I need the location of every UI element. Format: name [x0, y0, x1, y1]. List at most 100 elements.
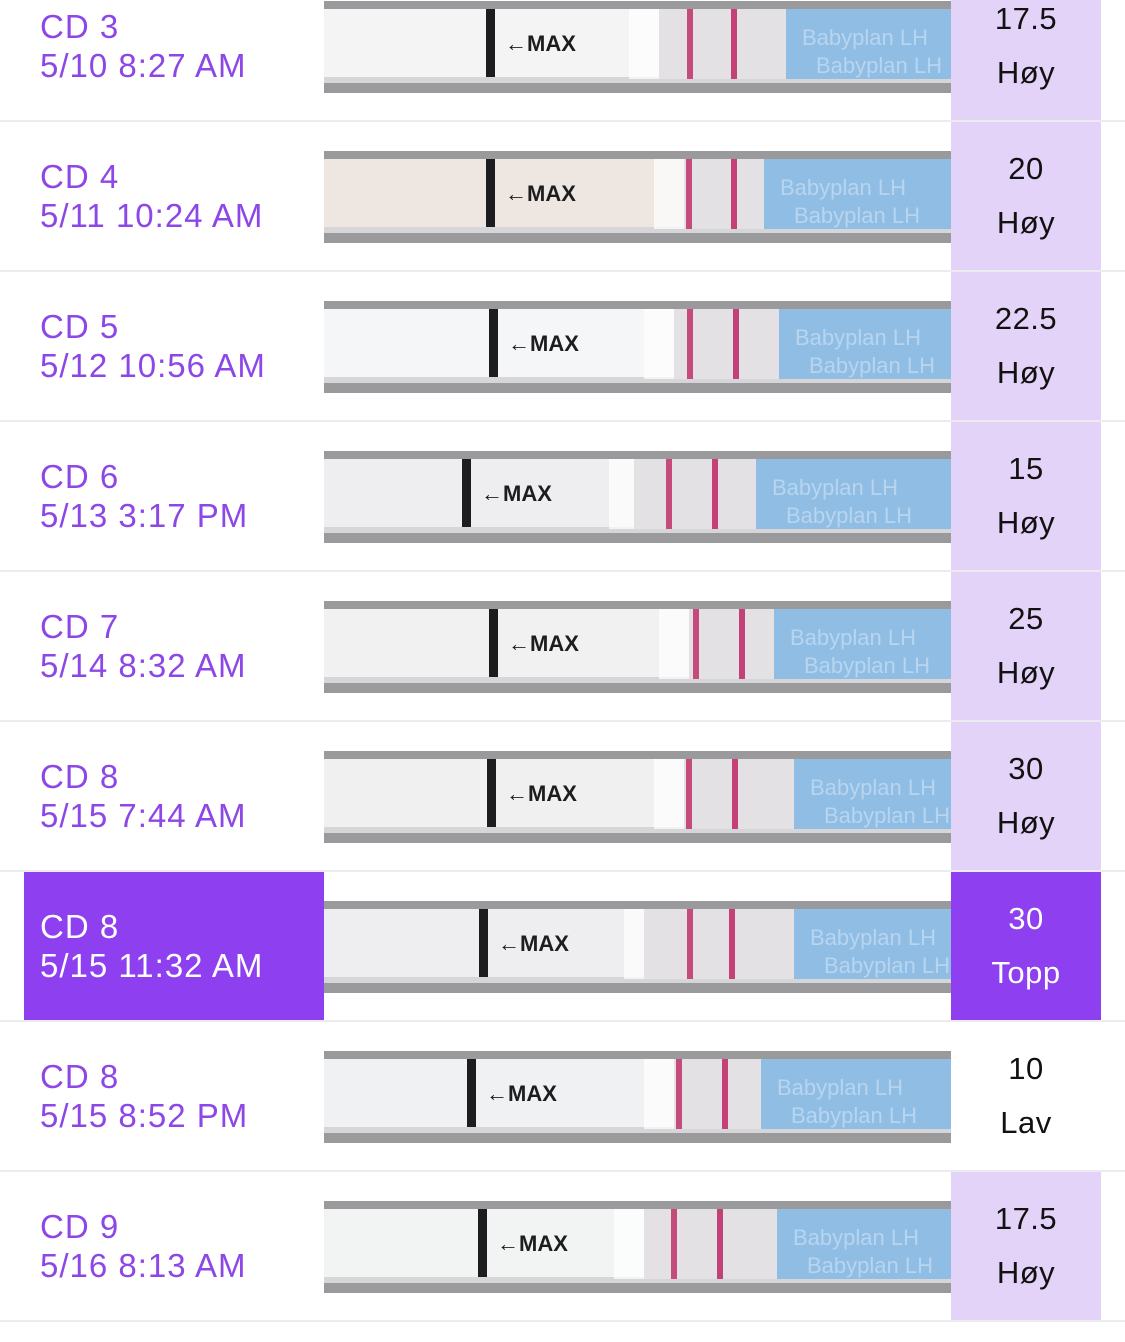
test-row[interactable]: CD 8 5/15 11:32 AM Babyplan LH Babyplan LH ←… — [0, 872, 1125, 1022]
lh-test-strip: Babyplan LH Babyplan LH ←MAX — [324, 1, 951, 93]
test-date-cell[interactable]: CD 6 5/13 3:17 PM — [24, 422, 324, 570]
result-cell[interactable]: 25 Høy — [951, 572, 1101, 720]
strip-brand-text: Babyplan LH — [791, 1103, 917, 1128]
result-cell[interactable]: 30 Topp — [951, 872, 1101, 1020]
max-line-marker — [486, 159, 495, 227]
strip-brand-text: Babyplan LH — [780, 175, 906, 200]
control-line — [712, 459, 718, 529]
test-date-cell[interactable]: CD 5 5/12 10:56 AM — [24, 272, 324, 420]
control-line — [733, 309, 739, 379]
max-line-marker — [467, 1059, 476, 1127]
test-row[interactable]: CD 8 5/15 7:44 AM Babyplan LH Babyplan LH ←M… — [0, 722, 1125, 872]
result-value: 17.5 — [994, 1, 1058, 36]
max-label: ←MAX — [505, 31, 576, 56]
control-line — [732, 759, 738, 829]
max-line-marker — [487, 759, 496, 827]
test-line — [676, 1059, 682, 1129]
strip-brand-text: Babyplan LH — [804, 653, 930, 678]
lh-test-strip: Babyplan LH Babyplan LH ←MAX — [324, 451, 951, 543]
result-value: 20 — [1008, 151, 1044, 186]
strip-brand-text: Babyplan LH — [809, 353, 935, 378]
control-line — [731, 9, 737, 79]
result-value: 22.5 — [994, 301, 1058, 336]
test-row[interactable]: CD 7 5/14 8:32 AM Babyplan LH Babyplan LH ←M… — [0, 572, 1125, 722]
max-label: ←MAX — [497, 1231, 568, 1256]
cycle-day-label: CD 4 — [40, 158, 120, 195]
test-datetime-label: 5/12 10:56 AM — [40, 347, 266, 384]
test-line — [666, 459, 672, 529]
test-line — [687, 909, 693, 979]
result-level: Høy — [996, 505, 1056, 540]
test-date-cell[interactable]: CD 4 5/11 10:24 AM — [24, 122, 324, 270]
result-level: Høy — [996, 205, 1056, 240]
strip-brand-text: Babyplan LH — [802, 25, 928, 50]
test-row[interactable]: CD 5 5/12 10:56 AM Babyplan LH Babyplan LH ←… — [0, 272, 1125, 422]
max-label: ←MAX — [486, 1081, 557, 1106]
strip-brand-text: Babyplan LH — [824, 803, 950, 828]
cycle-day-label: CD 8 — [40, 908, 120, 945]
test-row[interactable]: CD 6 5/13 3:17 PM Babyplan LH Babyplan LH ←M… — [0, 422, 1125, 572]
max-label: ←MAX — [508, 631, 579, 656]
test-line — [686, 759, 692, 829]
result-cell[interactable]: 20 Høy — [951, 122, 1101, 270]
test-row[interactable]: CD 8 5/15 8:52 PM Babyplan LH Babyplan LH ←M… — [0, 1022, 1125, 1172]
result-cell[interactable]: 17.5 Høy — [951, 0, 1101, 120]
max-label: ←MAX — [481, 481, 552, 506]
result-cell[interactable]: 17.5 Høy — [951, 1172, 1101, 1320]
lh-test-strip: Babyplan LH Babyplan LH ←MAX — [324, 151, 951, 243]
control-line — [731, 159, 737, 229]
result-level: Høy — [996, 1255, 1056, 1290]
lh-test-strip: Babyplan LH Babyplan LH ←MAX — [324, 751, 951, 843]
max-label: ←MAX — [505, 181, 576, 206]
test-date-cell[interactable]: CD 3 5/10 8:27 AM — [24, 0, 324, 120]
test-datetime-label: 5/11 10:24 AM — [40, 197, 264, 234]
control-line — [722, 1059, 728, 1129]
strip-brand-text: Babyplan LH — [824, 953, 950, 978]
result-cell[interactable]: 22.5 Høy — [951, 272, 1101, 420]
lh-test-strip: Babyplan LH Babyplan LH ←MAX — [324, 901, 951, 993]
max-label: ←MAX — [508, 331, 579, 356]
test-strip-photo[interactable]: Babyplan LH Babyplan LH ←MAX — [324, 1051, 951, 1143]
lh-test-strip: Babyplan LH Babyplan LH ←MAX — [324, 1201, 951, 1293]
test-date-cell[interactable]: CD 8 5/15 7:44 AM — [24, 722, 324, 870]
lh-test-strip: Babyplan LH Babyplan LH ←MAX — [324, 601, 951, 693]
test-strip-photo[interactable]: Babyplan LH Babyplan LH ←MAX — [324, 751, 951, 843]
strip-brand-text: Babyplan LH — [810, 775, 936, 800]
cycle-day-label: CD 5 — [40, 308, 120, 345]
strip-brand-text: Babyplan LH — [777, 1075, 903, 1100]
result-cell[interactable]: 10 Lav — [951, 1022, 1101, 1170]
cycle-day-label: CD 9 — [40, 1208, 120, 1245]
test-line — [693, 609, 699, 679]
test-date-cell[interactable]: CD 8 5/15 8:52 PM — [24, 1022, 324, 1170]
result-level: Topp — [991, 955, 1061, 990]
result-cell[interactable]: 15 Høy — [951, 422, 1101, 570]
result-level: Høy — [996, 55, 1056, 90]
test-date-cell[interactable]: CD 7 5/14 8:32 AM — [24, 572, 324, 720]
control-line — [729, 909, 735, 979]
test-row[interactable]: CD 4 5/11 10:24 AM Babyplan LH Babyplan LH ←… — [0, 122, 1125, 272]
test-strip-photo[interactable]: Babyplan LH Babyplan LH ←MAX — [324, 1, 951, 93]
result-level: Høy — [996, 655, 1056, 690]
control-line — [739, 609, 745, 679]
result-value: 17.5 — [994, 1201, 1058, 1236]
result-level: Lav — [1000, 1105, 1052, 1140]
test-strip-photo[interactable]: Babyplan LH Babyplan LH ←MAX — [324, 151, 951, 243]
test-date-cell[interactable]: CD 8 5/15 11:32 AM — [24, 872, 324, 1020]
test-strip-photo[interactable]: Babyplan LH Babyplan LH ←MAX — [324, 901, 951, 993]
test-strip-photo[interactable]: Babyplan LH Babyplan LH ←MAX — [324, 601, 951, 693]
test-row[interactable]: CD 9 5/16 8:13 AM Babyplan LH Babyplan LH ←M… — [0, 1172, 1125, 1322]
result-cell[interactable]: 30 Høy — [951, 722, 1101, 870]
test-strip-photo[interactable]: Babyplan LH Babyplan LH ←MAX — [324, 451, 951, 543]
test-strip-photo[interactable]: Babyplan LH Babyplan LH ←MAX — [324, 1201, 951, 1293]
strip-brand-text: Babyplan LH — [810, 925, 936, 950]
cycle-day-label: CD 7 — [40, 608, 120, 645]
strip-brand-text: Babyplan LH — [794, 203, 920, 228]
test-datetime-label: 5/14 8:32 AM — [40, 647, 247, 684]
result-level: Høy — [996, 355, 1056, 390]
test-row[interactable]: CD 3 5/10 8:27 AM Babyplan LH Babyplan LH ←M… — [0, 0, 1125, 122]
strip-brand-text: Babyplan LH — [793, 1225, 919, 1250]
test-date-cell[interactable]: CD 9 5/16 8:13 AM — [24, 1172, 324, 1320]
test-strip-photo[interactable]: Babyplan LH Babyplan LH ←MAX — [324, 301, 951, 393]
strip-brand-text: Babyplan LH — [786, 503, 912, 528]
max-line-marker — [489, 609, 498, 677]
